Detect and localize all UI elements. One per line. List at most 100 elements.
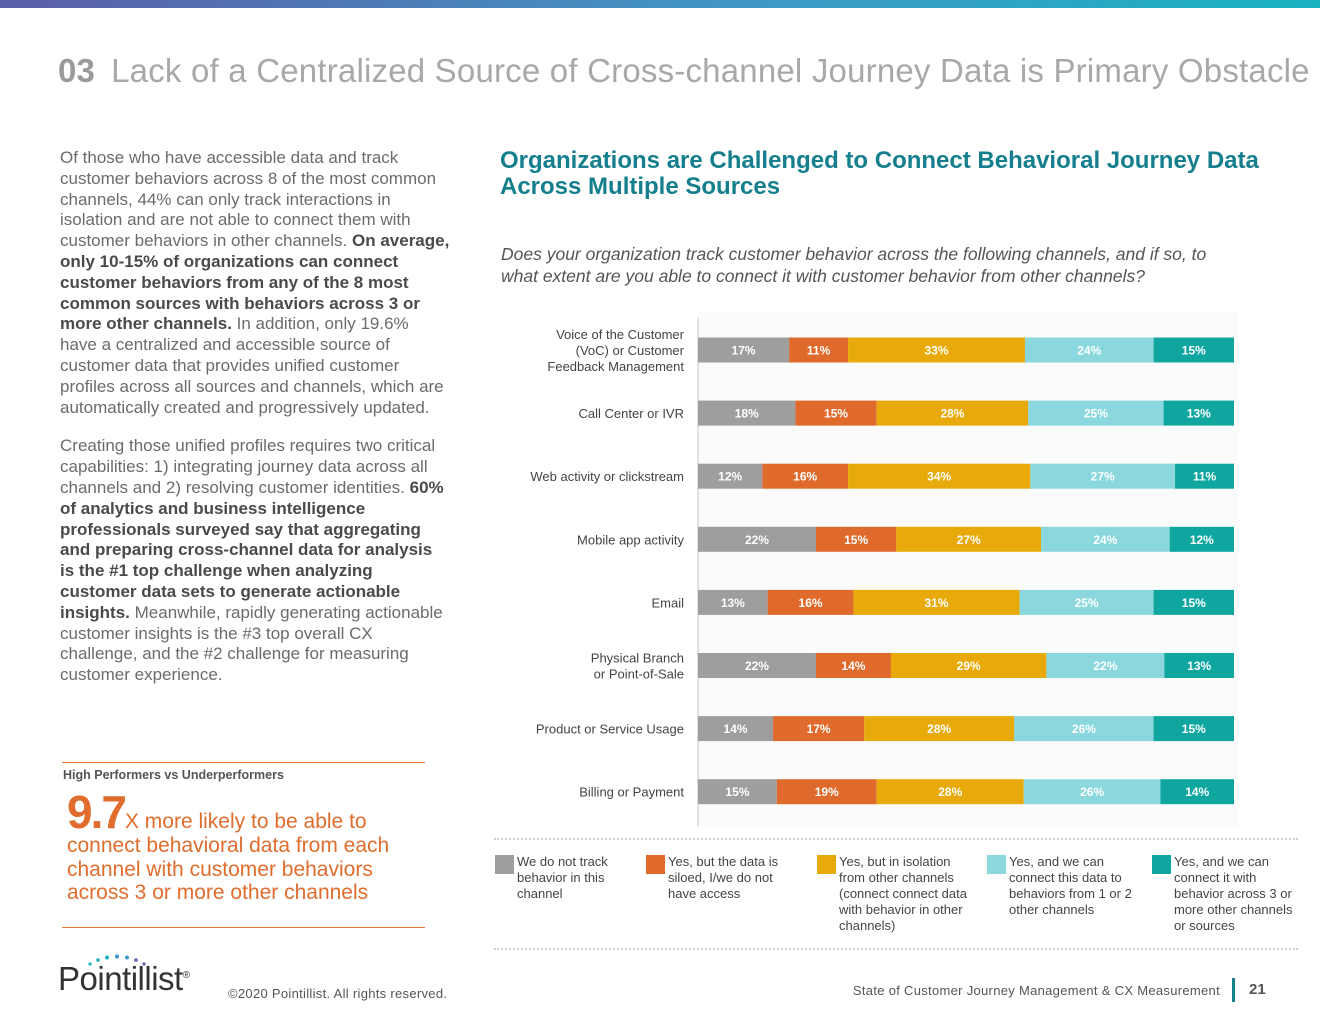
legend-label: Yes, but in isolation from other channel… (839, 854, 967, 933)
legend-swatch-light-teal (987, 855, 1006, 874)
legend-swatch-yellow (817, 855, 836, 874)
page-title: Lack of a Centralized Source of Cross-ch… (111, 52, 1310, 89)
bar-value-label: 15% (1182, 596, 1206, 610)
bar-value-label: 31% (925, 596, 949, 610)
legend-label: Yes, and we can connect this data to beh… (1009, 854, 1132, 917)
bar-value-label: 15% (824, 407, 848, 421)
category-label: Feedback Management (547, 359, 684, 374)
section-number: 03 (58, 52, 96, 89)
highlight-title: High Performers vs Underperformers (63, 768, 284, 782)
legend-bottom-divider (494, 948, 1298, 950)
category-label: or Point-of-Sale (594, 667, 684, 682)
bar-segment (698, 337, 790, 363)
bar-segment (1028, 400, 1164, 426)
bar-value-label: 11% (807, 344, 831, 358)
bar-value-label: 13% (1187, 659, 1211, 673)
bar-segment (767, 589, 854, 615)
bar-value-label: 27% (1091, 470, 1115, 484)
bar-value-label: 34% (927, 470, 951, 484)
bar-value-label: 18% (735, 407, 759, 421)
bar-segment (1163, 400, 1234, 426)
body-text: Of those who have accessible data and tr… (60, 148, 450, 704)
bar-value-label: 28% (938, 785, 962, 799)
bar-segment (1041, 526, 1170, 552)
bar-value-label: 24% (1093, 533, 1117, 547)
bar-segment (1024, 337, 1154, 363)
bar-segment (815, 653, 891, 678)
question-line-1: Does your organization track customer be… (501, 244, 1207, 264)
footer-divider (1232, 978, 1235, 1002)
chart-title-line-2: Across Multiple Sources (500, 173, 781, 200)
bar-value-label: 22% (745, 533, 769, 547)
legend-swatch-orange (646, 855, 665, 874)
bar-value-label: 15% (844, 533, 868, 547)
bar-value-label: 27% (957, 533, 981, 547)
logo-wordmark: Pointillist (58, 960, 183, 997)
legend-label: Yes, but the data is siloed, I/we do not… (668, 854, 779, 901)
p1-bold: On average, only 10-15% of organizations… (60, 231, 450, 334)
category-label: Voice of the Customer (556, 327, 685, 342)
bar-segment (698, 716, 774, 742)
bar-segment (815, 526, 897, 552)
report-title: State of Customer Journey Management & C… (852, 983, 1220, 998)
paragraph-1: Of those who have accessible data and tr… (60, 148, 450, 418)
category-label: Mobile app activity (577, 532, 684, 547)
bar-value-label: 29% (957, 659, 981, 673)
bar-segment (1014, 716, 1154, 742)
highlight-bottom-rule (62, 927, 425, 928)
bar-segment (890, 653, 1047, 678)
top-gradient-bar (0, 0, 1320, 8)
p2-text-a: Creating those unified profiles requires… (60, 436, 436, 497)
page-header: 03 Lack of a Centralized Source of Cross-… (58, 52, 1310, 90)
bar-value-label: 28% (940, 407, 964, 421)
paragraph-2: Creating those unified profiles requires… (60, 436, 450, 686)
bar-segment (1153, 716, 1234, 742)
bar-segment (1019, 589, 1154, 615)
bar-segment (876, 779, 1024, 805)
p1-text-c: In addition, only 19.6% have a centraliz… (60, 314, 444, 417)
bar-segment (1153, 589, 1234, 615)
chart-title-line-1: Organizations are Challenged to Connect … (500, 147, 1259, 174)
p2-bold: 60% of analytics and business intelligen… (60, 477, 444, 622)
bar-value-label: 13% (721, 596, 745, 610)
p2-text-c: Meanwhile, rapidly generating actionable… (60, 602, 443, 685)
bar-value-label: 12% (718, 470, 742, 484)
bar-segment (1164, 653, 1234, 678)
bar-segment (864, 716, 1015, 742)
legend-label: Yes, and we can connect it with behavior… (1174, 854, 1293, 933)
bar-value-label: 11% (1193, 470, 1217, 484)
copyright: ©2020 Pointillist. All rights reserved. (228, 986, 448, 1001)
bar-value-label: 26% (1080, 785, 1104, 799)
bar-segment (773, 716, 865, 742)
bar-value-label: 26% (1072, 722, 1096, 736)
bar-segment (1046, 653, 1165, 678)
bar-segment (1153, 337, 1234, 363)
category-label: Email (651, 595, 684, 610)
question-line-2: what extent are you able to connect it w… (501, 266, 1145, 286)
survey-question: Does your organization track customer be… (501, 243, 1261, 287)
category-label: (VoC) or Customer (576, 343, 685, 358)
stacked-bar-chart: Voice of the Customer(VoC) or CustomerFe… (530, 312, 1238, 826)
bar-value-label: 15% (1182, 722, 1206, 736)
category-label: Physical Branch (591, 651, 684, 666)
bar-value-label: 16% (799, 596, 823, 610)
bar-value-label: 22% (745, 659, 769, 673)
bar-segment (698, 779, 777, 805)
bar-value-label: 17% (807, 722, 831, 736)
bar-value-label: 28% (927, 722, 951, 736)
bar-segment (698, 526, 816, 552)
bar-value-label: 25% (1084, 407, 1108, 421)
bar-segment (896, 526, 1042, 552)
legend-label: We do not track behavior in this channel (517, 854, 608, 901)
bar-segment (853, 589, 1020, 615)
category-label: Billing or Payment (579, 785, 684, 800)
highlight-number: 9.7 (67, 786, 127, 838)
legend-swatch-teal (1152, 855, 1171, 874)
page-number: 21 (1249, 981, 1266, 998)
bar-value-label: 12% (1190, 533, 1214, 547)
bar-value-label: 14% (841, 659, 865, 673)
logo-dots-icon (88, 954, 146, 966)
bar-segment (762, 463, 849, 489)
bar-segment (698, 463, 763, 489)
bar-segment (776, 779, 877, 805)
